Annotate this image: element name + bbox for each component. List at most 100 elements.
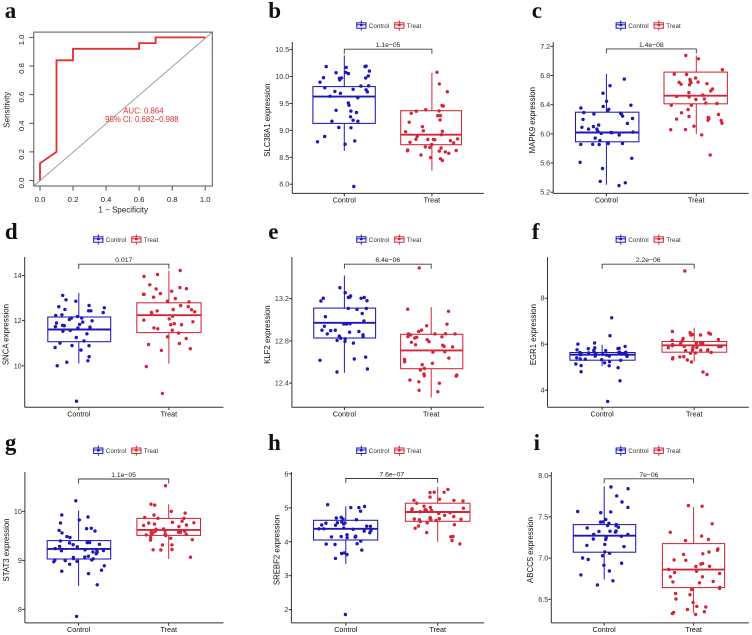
svg-text:h: h [268,430,281,455]
svg-text:9.5: 9.5 [279,99,289,108]
svg-text:1.0: 1.0 [200,195,211,204]
svg-text:i: i [534,430,541,455]
svg-text:Control: Control [333,196,357,205]
svg-text:6.5: 6.5 [538,595,548,604]
svg-text:Control: Control [106,448,126,455]
svg-text:SNCA expression: SNCA expression [2,304,11,365]
svg-text:STAT3 expression: STAT3 expression [2,519,11,582]
svg-text:0.6: 0.6 [17,92,26,103]
svg-text:1.0: 1.0 [17,35,26,46]
svg-text:8: 8 [18,605,22,614]
svg-text:6.0: 6.0 [540,129,550,138]
svg-text:Treat: Treat [160,625,177,634]
svg-text:7.0: 7.0 [538,554,548,563]
svg-text:0.4: 0.4 [101,195,112,204]
svg-text:Control: Control [628,448,648,455]
svg-text:8: 8 [541,294,545,303]
svg-text:4: 4 [541,386,545,395]
svg-text:Control: Control [628,237,648,244]
svg-text:7e−06: 7e−06 [639,472,658,479]
svg-text:Control: Control [67,625,91,634]
svg-text:6.4e−06: 6.4e−06 [375,257,400,264]
svg-text:12: 12 [14,316,22,325]
svg-text:Control: Control [333,410,357,419]
svg-text:10.5: 10.5 [275,45,289,54]
svg-text:0.4: 0.4 [17,120,26,131]
svg-text:9.0: 9.0 [279,126,289,135]
svg-text:10: 10 [14,507,22,516]
svg-text:Treat: Treat [666,448,681,455]
svg-text:0.017: 0.017 [115,257,132,264]
svg-text:0.2: 0.2 [17,149,26,160]
svg-text:Treat: Treat [688,196,705,205]
svg-text:10: 10 [14,361,22,370]
svg-text:Control: Control [628,23,648,30]
svg-text:10.0: 10.0 [275,72,289,81]
svg-text:Treat: Treat [407,23,422,30]
svg-text:12.8: 12.8 [275,336,289,345]
svg-text:1.4e−08: 1.4e−08 [639,42,664,49]
svg-text:Control: Control [334,625,358,634]
svg-text:5: 5 [284,503,288,512]
svg-text:Control: Control [369,237,389,244]
svg-text:Treat: Treat [144,237,159,244]
svg-text:4: 4 [284,537,288,546]
svg-text:EGR1 expression: EGR1 expression [529,304,538,365]
svg-text:13.2: 13.2 [275,294,289,303]
svg-text:Control: Control [369,448,389,455]
svg-text:5.2: 5.2 [540,188,550,197]
svg-text:c: c [532,0,542,23]
svg-text:Control: Control [106,237,126,244]
svg-text:3: 3 [284,571,288,580]
svg-text:8.0: 8.0 [538,471,548,480]
svg-text:12.4: 12.4 [275,379,289,388]
svg-text:6: 6 [284,469,288,478]
svg-text:Sensitivity: Sensitivity [2,92,11,128]
svg-text:g: g [5,430,17,455]
svg-text:Treat: Treat [686,410,703,419]
svg-text:0.6: 0.6 [134,195,145,204]
svg-text:KLF2 expression: KLF2 expression [263,305,272,364]
svg-text:Control: Control [591,410,615,419]
svg-text:Control: Control [595,196,619,205]
svg-text:2.2e−06: 2.2e−06 [636,257,661,264]
svg-text:5.6: 5.6 [540,159,550,168]
svg-text:9: 9 [18,556,22,565]
svg-text:1 − Specificity: 1 − Specificity [98,205,148,214]
svg-text:ABCC5 expression: ABCC5 expression [526,517,535,583]
svg-text:6: 6 [541,340,545,349]
svg-text:Treat: Treat [424,196,441,205]
svg-text:0.8: 0.8 [167,195,178,204]
svg-text:1.1e−05: 1.1e−05 [376,42,401,49]
svg-text:0.0: 0.0 [35,195,46,204]
svg-text:Treat: Treat [161,410,178,419]
svg-text:Treat: Treat [666,23,681,30]
svg-text:Control: Control [67,410,91,419]
svg-text:0.2: 0.2 [68,195,79,204]
svg-text:Control: Control [369,23,389,30]
svg-text:1.1e−05: 1.1e−05 [111,472,136,479]
svg-text:Treat: Treat [423,410,440,419]
svg-text:a: a [5,0,17,23]
svg-text:d: d [5,219,18,244]
svg-text:8.0: 8.0 [279,180,289,189]
svg-text:0.8: 0.8 [17,63,26,74]
svg-text:7.6e−07: 7.6e−07 [379,472,404,479]
svg-text:AUC: 0.864: AUC: 0.864 [123,107,164,116]
svg-text:SREBF2 expression: SREBF2 expression [273,515,282,585]
svg-text:SLC38A1 expression: SLC38A1 expression [263,84,272,157]
svg-text:7.5: 7.5 [538,512,548,521]
svg-text:Control: Control [593,625,617,634]
svg-text:Treat: Treat [407,448,422,455]
svg-text:Treat: Treat [407,237,422,244]
svg-text:Treat: Treat [429,625,446,634]
svg-text:f: f [532,219,540,244]
svg-text:0.0: 0.0 [17,178,26,189]
svg-text:Treat: Treat [666,237,681,244]
svg-text:6.8: 6.8 [540,71,550,80]
svg-text:14: 14 [14,271,22,280]
svg-text:6.4: 6.4 [540,100,550,109]
svg-text:2: 2 [284,605,288,614]
svg-text:Treat: Treat [144,448,159,455]
svg-text:b: b [268,0,281,23]
